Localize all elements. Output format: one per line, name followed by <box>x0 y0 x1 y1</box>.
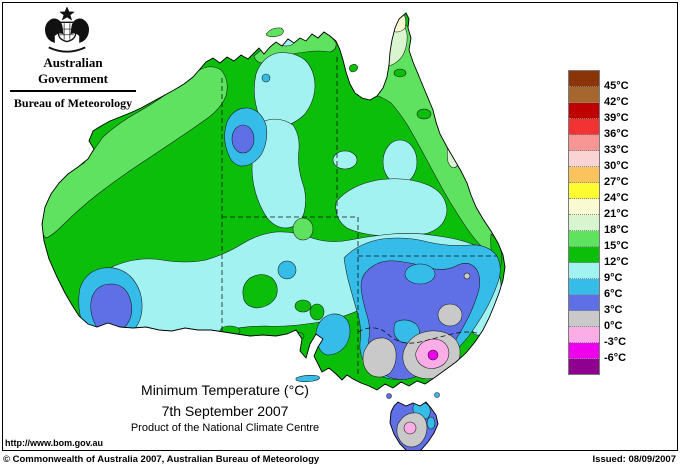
legend-swatch <box>569 71 599 87</box>
temp-region <box>463 272 471 280</box>
legend-swatches <box>568 70 600 375</box>
temp-region <box>427 349 439 361</box>
agency-divider <box>10 90 136 92</box>
mainland-temperature-regions <box>42 13 505 390</box>
legend-swatch <box>569 103 599 119</box>
legend-swatch <box>569 279 599 295</box>
australian-coat-of-arms-icon <box>45 6 89 53</box>
agency-header: Australian Government Bureau of Meteorol… <box>8 55 138 111</box>
agency-name: Australian Government <box>37 55 109 86</box>
bom-url-text: http://www.bom.gov.au <box>5 438 103 448</box>
legend-swatch <box>569 359 599 374</box>
temp-region <box>437 303 463 327</box>
legend-label: 30°C <box>604 160 629 172</box>
legend-label: 33°C <box>604 144 629 156</box>
island-flinders <box>434 392 440 398</box>
legend-swatch <box>569 295 599 311</box>
map-product-line: Product of the National Climate Centre <box>130 422 320 434</box>
temp-region <box>277 260 297 280</box>
legend-label: 36°C <box>604 128 629 140</box>
island-melville <box>265 27 284 38</box>
legend-swatch <box>569 135 599 151</box>
legend-label: 9°C <box>604 272 623 284</box>
legend-label: 0°C <box>604 320 623 332</box>
mainland-coastline <box>41 12 506 391</box>
australia-temperature-map <box>41 12 506 450</box>
map-title-block: Minimum Temperature (°C) 7th September 2… <box>75 382 375 434</box>
temp-region <box>242 274 278 309</box>
legend-swatch <box>569 215 599 231</box>
temp-region <box>231 124 255 154</box>
temp-region <box>403 421 417 435</box>
island-kangaroo <box>295 375 320 383</box>
temp-region <box>382 139 418 185</box>
temp-region <box>393 68 407 78</box>
temp-region <box>251 118 306 229</box>
legend-label: 39°C <box>604 112 629 124</box>
temp-region <box>90 283 133 334</box>
issued-date-text: Issued: 08/09/2007 <box>592 454 676 465</box>
legend-swatch <box>569 343 599 359</box>
legend-label: -3°C <box>604 336 627 348</box>
legend-label: 15°C <box>604 240 629 252</box>
legend-swatch <box>569 167 599 183</box>
legend-label: 24°C <box>604 192 629 204</box>
legend-swatch <box>569 183 599 199</box>
temp-region <box>315 313 351 356</box>
state-borders <box>221 57 497 374</box>
temp-region <box>335 178 448 237</box>
tasmania-coastline <box>389 401 439 450</box>
legend-label: 27°C <box>604 176 629 188</box>
temp-region <box>416 108 432 120</box>
temp-region <box>404 263 436 285</box>
legend-swatch <box>569 311 599 327</box>
legend-swatch <box>569 119 599 135</box>
legend-swatch <box>569 231 599 247</box>
temp-region <box>426 416 436 430</box>
copyright-text: © Commonwealth of Australia 2007, Austra… <box>3 454 320 465</box>
temp-region <box>219 325 241 337</box>
temp-region <box>292 217 314 241</box>
legend-label: 3°C <box>604 304 623 316</box>
temp-region <box>294 299 312 313</box>
bureau-name: Bureau of Meteorology <box>13 96 133 110</box>
legend-label: 42°C <box>604 96 629 108</box>
island-king <box>386 393 392 399</box>
legend-label: 45°C <box>604 80 629 92</box>
map-title: Minimum Temperature (°C) <box>141 382 309 398</box>
legend-swatch <box>569 247 599 263</box>
tasmania-temperature-regions <box>390 402 438 450</box>
legend-label: 21°C <box>604 208 629 220</box>
legend-label: 12°C <box>604 256 629 268</box>
temp-region <box>362 337 397 378</box>
temp-region <box>261 73 271 83</box>
legend-swatch <box>569 199 599 215</box>
map-date: 7th September 2007 <box>161 403 289 419</box>
legend-swatch <box>569 151 599 167</box>
legend-swatch <box>569 263 599 279</box>
legend-label: -6°C <box>604 352 627 364</box>
legend-label: 6°C <box>604 288 623 300</box>
legend-swatch <box>569 327 599 343</box>
map-border-frame <box>2 2 678 451</box>
legend-label: 18°C <box>604 224 629 236</box>
island-groote <box>349 63 359 73</box>
legend-swatch <box>569 87 599 103</box>
temp-region <box>332 150 358 170</box>
temp-region <box>309 303 325 321</box>
